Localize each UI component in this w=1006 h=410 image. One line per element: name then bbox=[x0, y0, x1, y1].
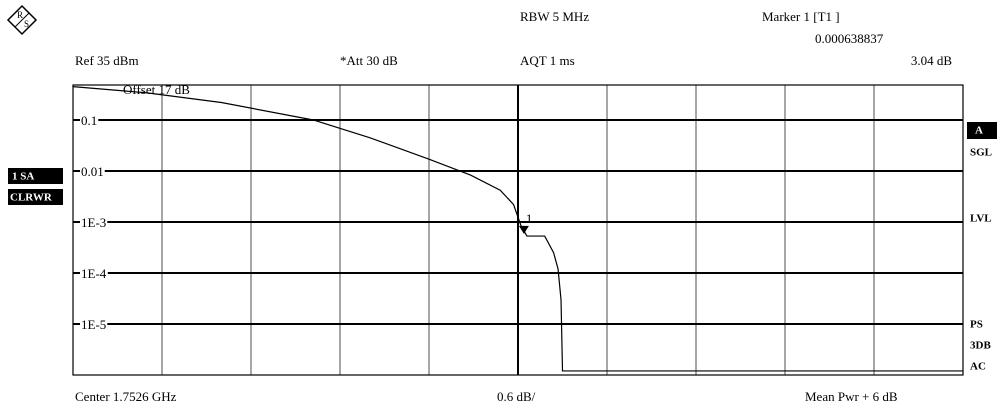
tick-label-bg bbox=[80, 163, 105, 179]
logo-r: R bbox=[17, 10, 23, 20]
side-ac: AC bbox=[970, 361, 986, 373]
y-tick-label: 0.01 bbox=[81, 164, 104, 179]
ref-level: Ref 35 dBm bbox=[75, 53, 139, 68]
tick-label-bg bbox=[80, 265, 108, 281]
logo-diamond bbox=[6, 4, 38, 36]
mode-label: CLRWR bbox=[10, 192, 53, 204]
ccdf-trace bbox=[72, 86, 963, 372]
side-3db: 3DB bbox=[970, 340, 991, 352]
trace-label: 1 SA bbox=[12, 171, 34, 183]
center-freq: Center 1.7526 GHz bbox=[75, 389, 177, 404]
y-tick-label: 1E-4 bbox=[81, 266, 107, 281]
side-a: A bbox=[975, 125, 983, 137]
logo-slash bbox=[14, 12, 30, 28]
offset-annotation: Offset 17 dB bbox=[123, 82, 190, 97]
rbw: RBW 5 MHz bbox=[520, 9, 589, 24]
marker-x: 3.04 dB bbox=[911, 53, 953, 68]
y-tick-label: 1E-3 bbox=[81, 215, 106, 230]
y-tick-label: 0.1 bbox=[81, 113, 97, 128]
tick-label-bg bbox=[80, 316, 108, 332]
side-lvl: LVL bbox=[970, 213, 992, 225]
mode-box bbox=[8, 189, 63, 205]
mean-power: Mean Pwr + 6 dB bbox=[805, 389, 898, 404]
marker bbox=[518, 225, 529, 234]
logo: R S bbox=[6, 4, 38, 36]
tick-label-bg bbox=[80, 214, 108, 230]
marker-value: 0.000638837 bbox=[815, 31, 884, 46]
trace-box bbox=[8, 168, 63, 184]
marker-label: 1 bbox=[526, 211, 533, 226]
y-tick-label: 1E-5 bbox=[81, 317, 106, 332]
logo-s: S bbox=[24, 19, 29, 29]
plot-frame bbox=[72, 84, 964, 376]
marker-title: Marker 1 [T1 ] bbox=[762, 9, 840, 24]
side-ps: PS bbox=[970, 319, 983, 331]
side-sgl: SGL bbox=[970, 147, 992, 159]
a-box bbox=[967, 122, 997, 139]
scale: 0.6 dB/ bbox=[497, 389, 536, 404]
attenuation: *Att 30 dB bbox=[340, 53, 398, 68]
tick-label-bg bbox=[80, 112, 99, 128]
acq-time: AQT 1 ms bbox=[520, 53, 575, 68]
